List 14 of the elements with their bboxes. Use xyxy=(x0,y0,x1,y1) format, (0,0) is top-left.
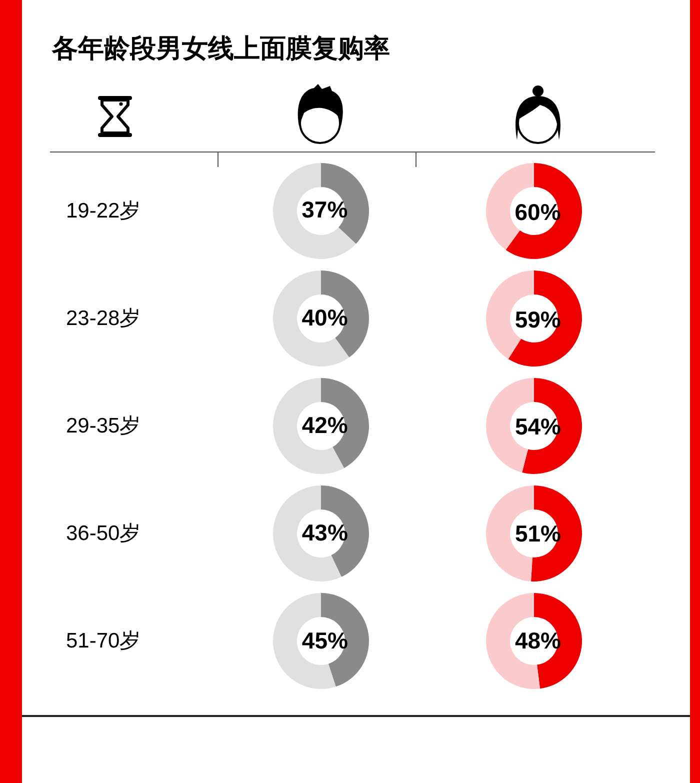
data-label: 43% xyxy=(302,520,348,546)
donut-slice xyxy=(506,163,582,259)
text: 23-28岁 xyxy=(66,307,141,330)
text: 19-22岁 xyxy=(66,200,141,222)
data-label: 37% xyxy=(302,196,348,222)
data-label: 40% xyxy=(302,304,348,330)
donut-slice xyxy=(273,163,356,259)
text: 各年龄段男女线上面膜复购率 xyxy=(51,33,390,63)
text: 36-50岁 xyxy=(66,522,141,545)
data-label: 45% xyxy=(302,627,348,654)
text: 29-35岁 xyxy=(66,414,141,438)
donut-slice xyxy=(273,270,350,366)
data-label: 42% xyxy=(302,412,348,438)
text: 51-70岁 xyxy=(66,630,141,652)
